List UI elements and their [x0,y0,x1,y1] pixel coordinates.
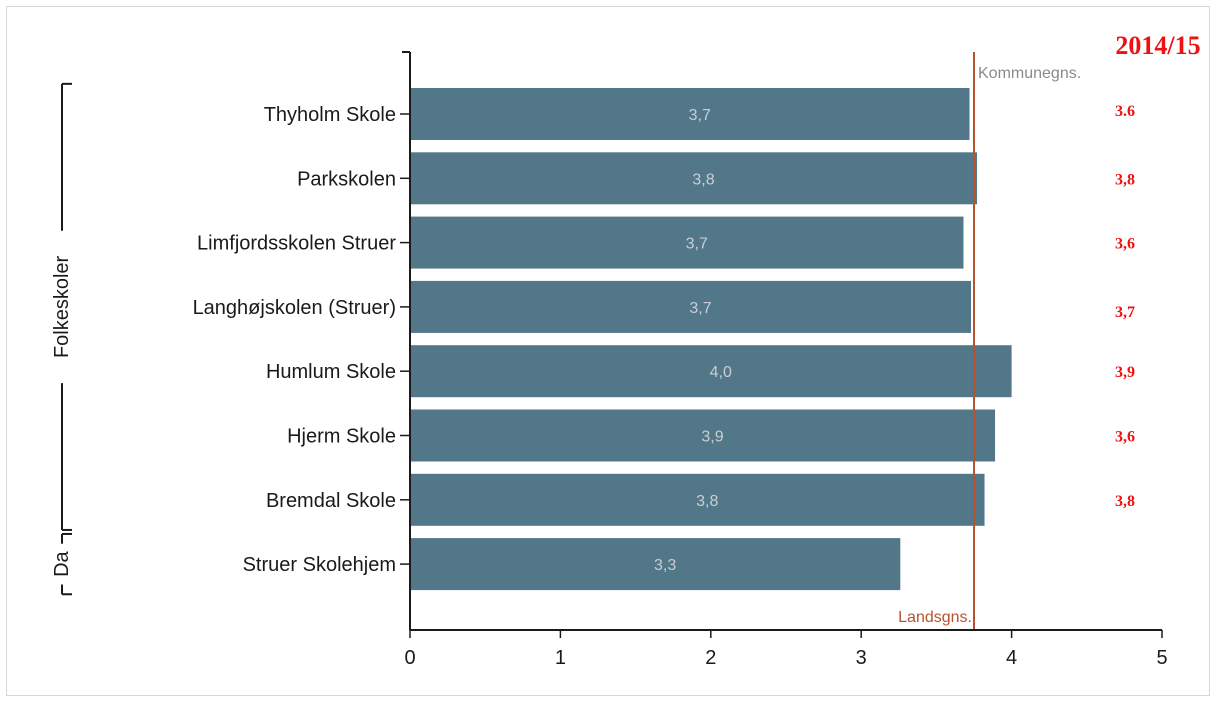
bar-value-label: 3,8 [692,171,714,188]
x-tick-label: 4 [1006,647,1017,669]
group-bracket: Da [51,532,73,596]
x-tick-label: 3 [856,647,867,669]
y-tick-label: Langhøjskolen (Struer) [193,297,396,319]
reference-label-top: Kommunegns. [978,65,1081,82]
bar [410,88,970,140]
y-tick-label: Limfjordsskolen Struer [197,233,396,255]
bars: 3,7 3,8 3,7 3,7 4,0 3,9 3,8 3,3 [410,88,1012,591]
bar [410,473,985,526]
bar [410,152,978,205]
previous-value-label: 3.6 [1115,103,1135,120]
x-tick-label: 2 [705,647,716,669]
x-tick-label: 0 [404,647,415,669]
group-bracket: Folkeskoler [51,82,73,531]
axes: Thyholm Skole Parkskolen Limfjordsskolen S… [193,51,1168,669]
y-tick-label: Bremdal Skole [266,490,396,512]
reference-line-group: Kommunegns. Landsgns. [898,52,1081,630]
bar-value-label: 3,8 [696,493,718,510]
previous-value-label: 3,8 [1115,493,1135,510]
y-tick-label: Struer Skolehjem [243,554,396,576]
x-tick-label: 1 [555,647,566,669]
bar [410,538,901,591]
y-tick-label: Hjerm Skole [287,426,396,448]
group-label: Da [51,550,73,576]
previous-value-label: 3,6 [1115,429,1135,446]
bar [410,216,964,269]
bar-value-label: 3,7 [689,300,711,317]
group-label: Folkeskoler [51,255,73,358]
bar-value-label: 3,9 [701,429,723,446]
bar-value-label: 3,7 [686,236,708,253]
y-tick-label: Thyholm Skole [264,104,396,126]
previous-value-label: 3,6 [1115,236,1135,253]
x-tick-label: 5 [1156,647,1167,669]
previous-value-label: 3,8 [1115,171,1135,188]
bar-value-label: 4,0 [710,364,732,381]
y-tick-label: Humlum Skole [266,361,396,383]
y-tick-label: Parkskolen [297,168,396,190]
overlay-annotations: 2014/15 3.6 3,8 3,6 3,7 3,9 3,6 3,8 [1115,31,1201,510]
group-brackets: Folkeskoler Da [51,82,73,596]
year-label: 2014/15 [1115,31,1200,60]
reference-label-bottom: Landsgns. [898,609,972,626]
bar-value-label: 3,3 [654,557,676,574]
bar [410,409,996,462]
previous-value-label: 3,7 [1115,304,1135,321]
previous-value-label: 3,9 [1115,364,1135,381]
bar-value-label: 3,7 [689,107,711,124]
bar [410,345,1012,398]
bar [410,280,971,333]
